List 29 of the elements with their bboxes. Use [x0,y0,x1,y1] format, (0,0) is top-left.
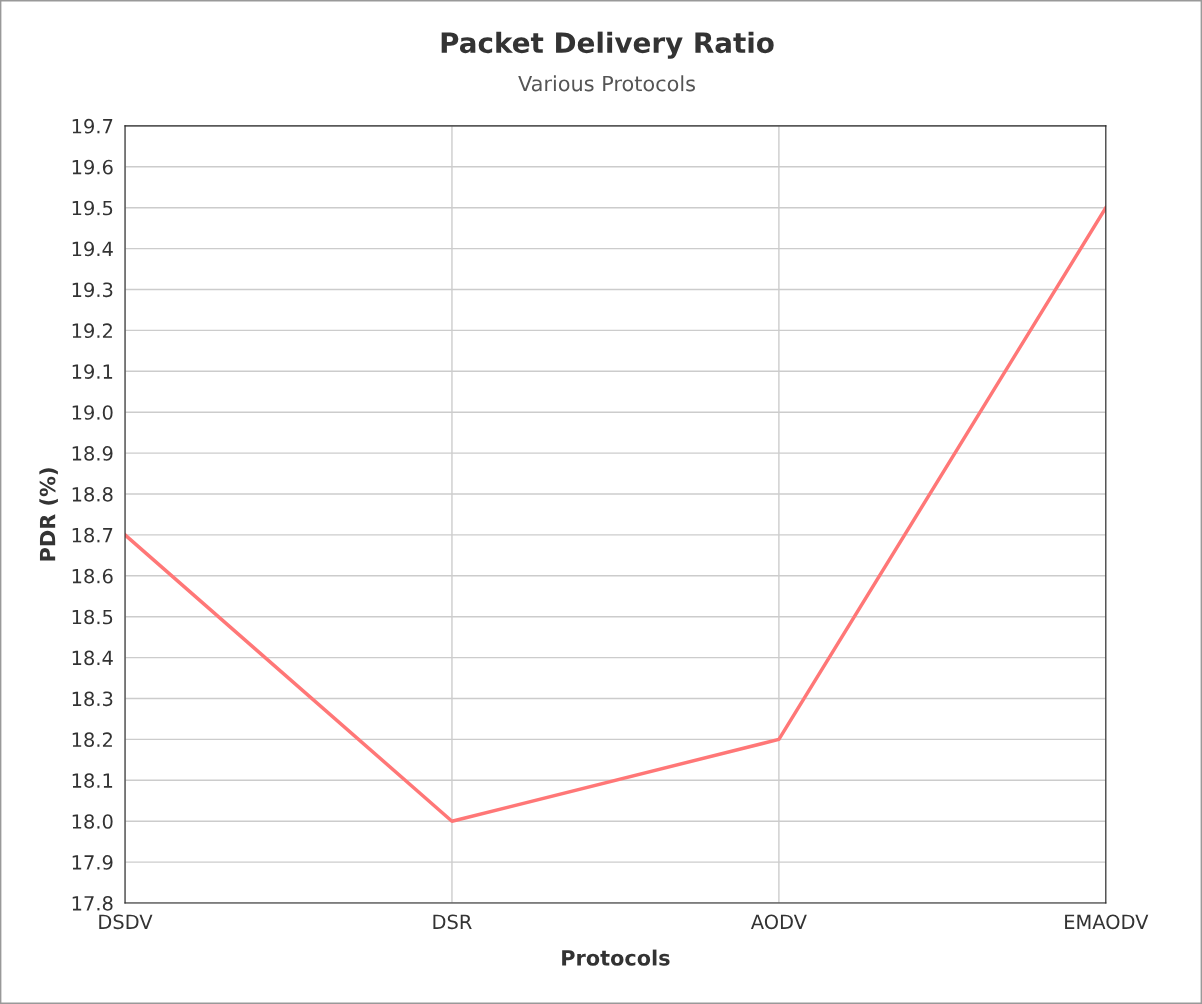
y-axis-title: PDR (%) [39,468,58,561]
x-axis-title: Protocols [562,949,670,966]
y-tick-label: 18.2 [72,732,112,748]
x-tick-label: EMAODV [1065,914,1149,930]
y-tick-label: 19.2 [72,323,112,339]
y-tick-label: 18.4 [72,650,113,666]
y-tick-label: 19.1 [72,364,113,379]
y-tick-label: 18.7 [72,527,113,543]
line-series [125,205,1106,823]
y-tick-label: 19.7 [72,118,113,134]
y-tick-label: 18.1 [72,773,113,788]
y-tick-label: 19.5 [72,200,113,216]
x-tick-label: DSR [433,914,472,930]
y-tick-label: 18.3 [72,691,113,707]
y-tick-label: 19.4 [72,241,113,257]
chart-subtitle: Various Protocols [518,75,695,92]
y-tick-label: 18.6 [72,568,113,584]
y-tick-label: 19.6 [72,159,113,175]
x-tick-label: AODV [750,914,807,930]
x-tick-label: DSDV [99,914,153,930]
y-tick-label: 17.9 [72,855,113,870]
y-tick-label: 18.5 [72,609,113,625]
chart-title: Packet Delivery Ratio [441,31,774,59]
y-tick-label: 18.8 [72,486,113,502]
y-tick-label: 18.9 [72,446,113,461]
y-tick-label: 18.0 [72,814,113,829]
y-tick-label: 17.8 [72,895,113,911]
y-tick-label: 19.3 [72,282,113,298]
y-tick-label: 19.0 [72,405,113,420]
